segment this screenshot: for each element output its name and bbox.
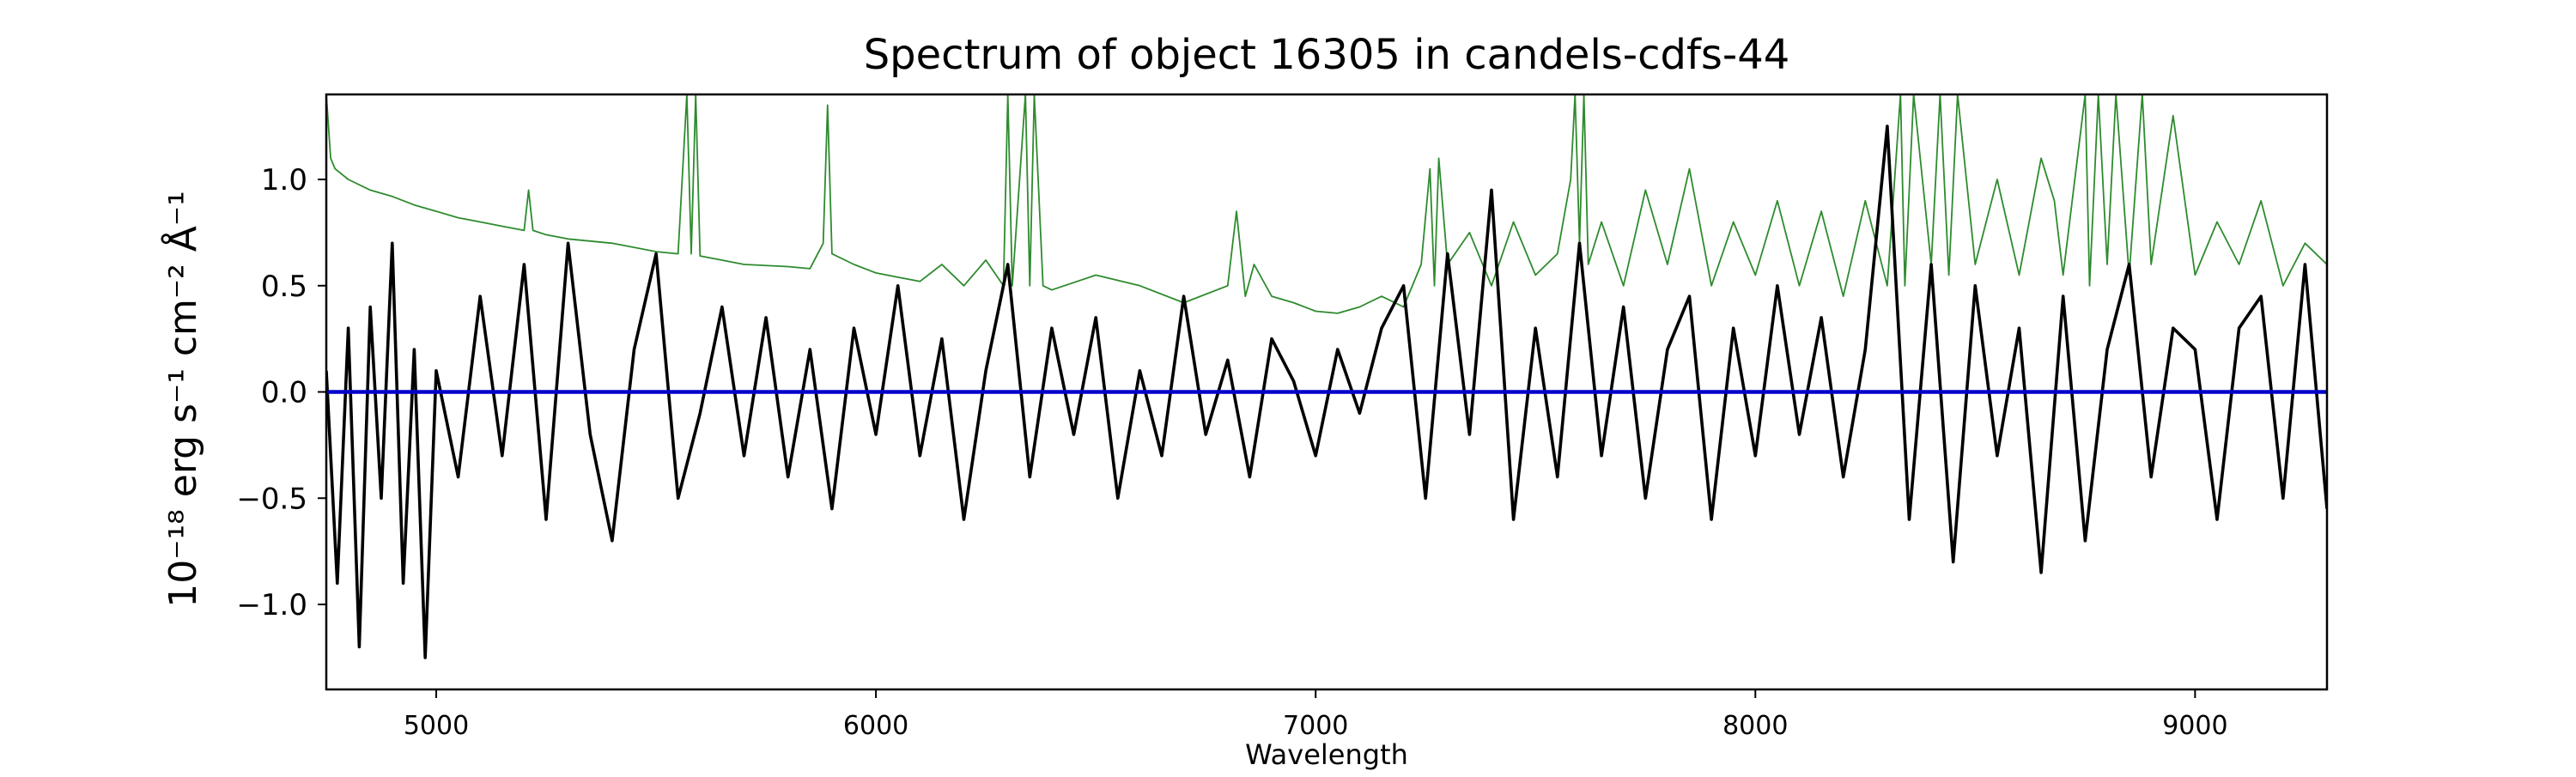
y-tick-label: 1.0 bbox=[261, 163, 307, 197]
y-tick-label: 0.0 bbox=[261, 376, 307, 410]
series-line-flux bbox=[326, 124, 2327, 659]
y-tick-label: −0.5 bbox=[236, 482, 307, 516]
x-tick-label: 6000 bbox=[843, 711, 908, 741]
y-axis: −1.0 −0.5 0.0 0.5 1.0 bbox=[236, 163, 326, 622]
x-tick-label: 5000 bbox=[404, 711, 469, 741]
x-axis: 5000 6000 7000 8000 9000 bbox=[404, 689, 2228, 741]
series-line-error bbox=[326, 94, 2327, 314]
y-tick-label: −1.0 bbox=[236, 588, 307, 622]
chart-title: Spectrum of object 16305 in candels-cdfs… bbox=[864, 31, 1790, 79]
y-tick-label: 0.5 bbox=[261, 270, 307, 304]
y-axis-label: 10⁻¹⁸ erg s⁻¹ cm⁻² Å⁻¹ bbox=[160, 191, 205, 607]
x-tick-label: 9000 bbox=[2162, 711, 2227, 741]
x-axis-label: Wavelength bbox=[1245, 738, 1408, 771]
x-tick-label: 8000 bbox=[1722, 711, 1788, 741]
x-tick-label: 7000 bbox=[1283, 711, 1348, 741]
